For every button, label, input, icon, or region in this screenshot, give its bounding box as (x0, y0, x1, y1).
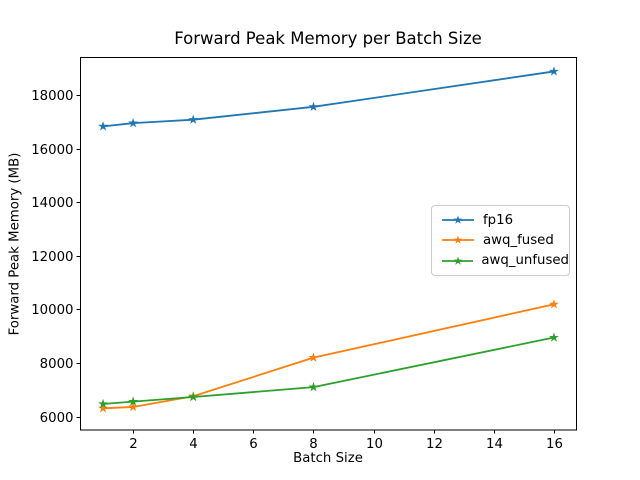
marker-star-fp16 (128, 117, 139, 128)
axes-spines (80, 57, 577, 431)
x-axis-tick-label: 10 (366, 437, 383, 452)
y-axis-label: Forward Peak Memory (MB) (7, 152, 23, 336)
x-axis-tick-label: 16 (546, 437, 563, 452)
marker-star-awq_unfused (308, 381, 319, 392)
legend-item-fp16: fp16 (432, 210, 569, 230)
legend-label-fp16: fp16 (483, 212, 514, 228)
line-star-icon (442, 256, 474, 265)
marker-star-awq_unfused (128, 396, 139, 406)
marker-star-awq_fused (128, 401, 139, 412)
x-axis-tick-label: 6 (249, 437, 257, 452)
marker-star-awq_fused (549, 299, 559, 309)
y-axis-tick-label: 14000 (31, 196, 73, 211)
line-star-icon (442, 215, 474, 224)
marker-star-awq_unfused (549, 332, 559, 342)
chart-title: Forward Peak Memory per Batch Size (174, 29, 482, 48)
marker-star-fp16 (188, 114, 199, 124)
legend-label-awq-unfused: awq_unfused (481, 253, 569, 269)
x-axis-tick-label: 4 (189, 437, 197, 452)
x-axis-tick-label: 2 (129, 437, 137, 452)
marker-star-fp16 (98, 121, 108, 131)
x-axis-tick-label: 8 (309, 437, 317, 452)
y-axis-tick-label: 16000 (31, 143, 73, 158)
marker-star-awq_fused (98, 403, 108, 413)
y-axis-tick-label: 12000 (31, 250, 73, 265)
legend-item-awq-fused: awq_fused (432, 230, 569, 250)
marker-star-awq_unfused (98, 398, 108, 409)
legend-label-awq-fused: awq_fused (483, 232, 554, 248)
marker-star-awq_unfused (188, 391, 199, 402)
legend-item-awq-unfused: awq_unfused (432, 251, 569, 271)
marker-star-awq_fused (308, 352, 319, 362)
legend: fp16 awq_fused awq_unfused (431, 205, 570, 276)
y-axis-tick-label: 10000 (31, 303, 73, 318)
series-line-awq_fused (102, 303, 555, 410)
marker-star-fp16 (308, 101, 319, 112)
y-axis-tick-label: 18000 (31, 89, 73, 104)
y-axis-tick-label: 8000 (40, 357, 74, 372)
marker-star-fp16 (549, 66, 559, 76)
series-line-awq_unfused (102, 336, 555, 405)
x-axis-tick-label: 14 (486, 437, 503, 452)
x-axis-tick-label: 12 (426, 437, 443, 452)
line-star-icon (442, 235, 474, 245)
series-line-fp16 (102, 70, 555, 128)
y-axis-tick-label: 6000 (40, 411, 74, 426)
x-axis-label: Batch Size (293, 451, 363, 466)
